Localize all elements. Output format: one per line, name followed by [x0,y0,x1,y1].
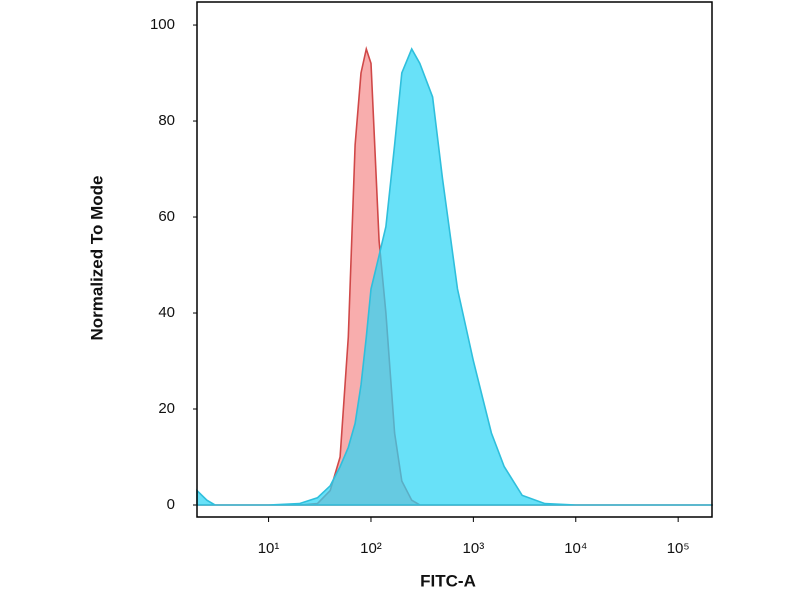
y-tick-label: 40 [158,304,175,321]
x-tick-label: 10⁴ [564,540,587,557]
x-tick-label: 10⁵ [667,540,690,557]
x-tick-label: 10¹ [258,540,280,557]
y-axis-title: Normalized To Mode [87,176,106,341]
x-axis-title: FITC-A [420,571,476,590]
x-tick-label: 10² [360,540,382,557]
area [196,47,713,506]
x-tick-label: 10³ [463,540,485,557]
plot-frame [196,1,713,518]
y-tick-label: 100 [150,16,175,33]
y-tick-label: 80 [158,112,175,129]
y-tick-label: 20 [158,400,175,417]
y-tick-label: 0 [167,496,175,513]
y-tick-label: 60 [158,208,175,225]
